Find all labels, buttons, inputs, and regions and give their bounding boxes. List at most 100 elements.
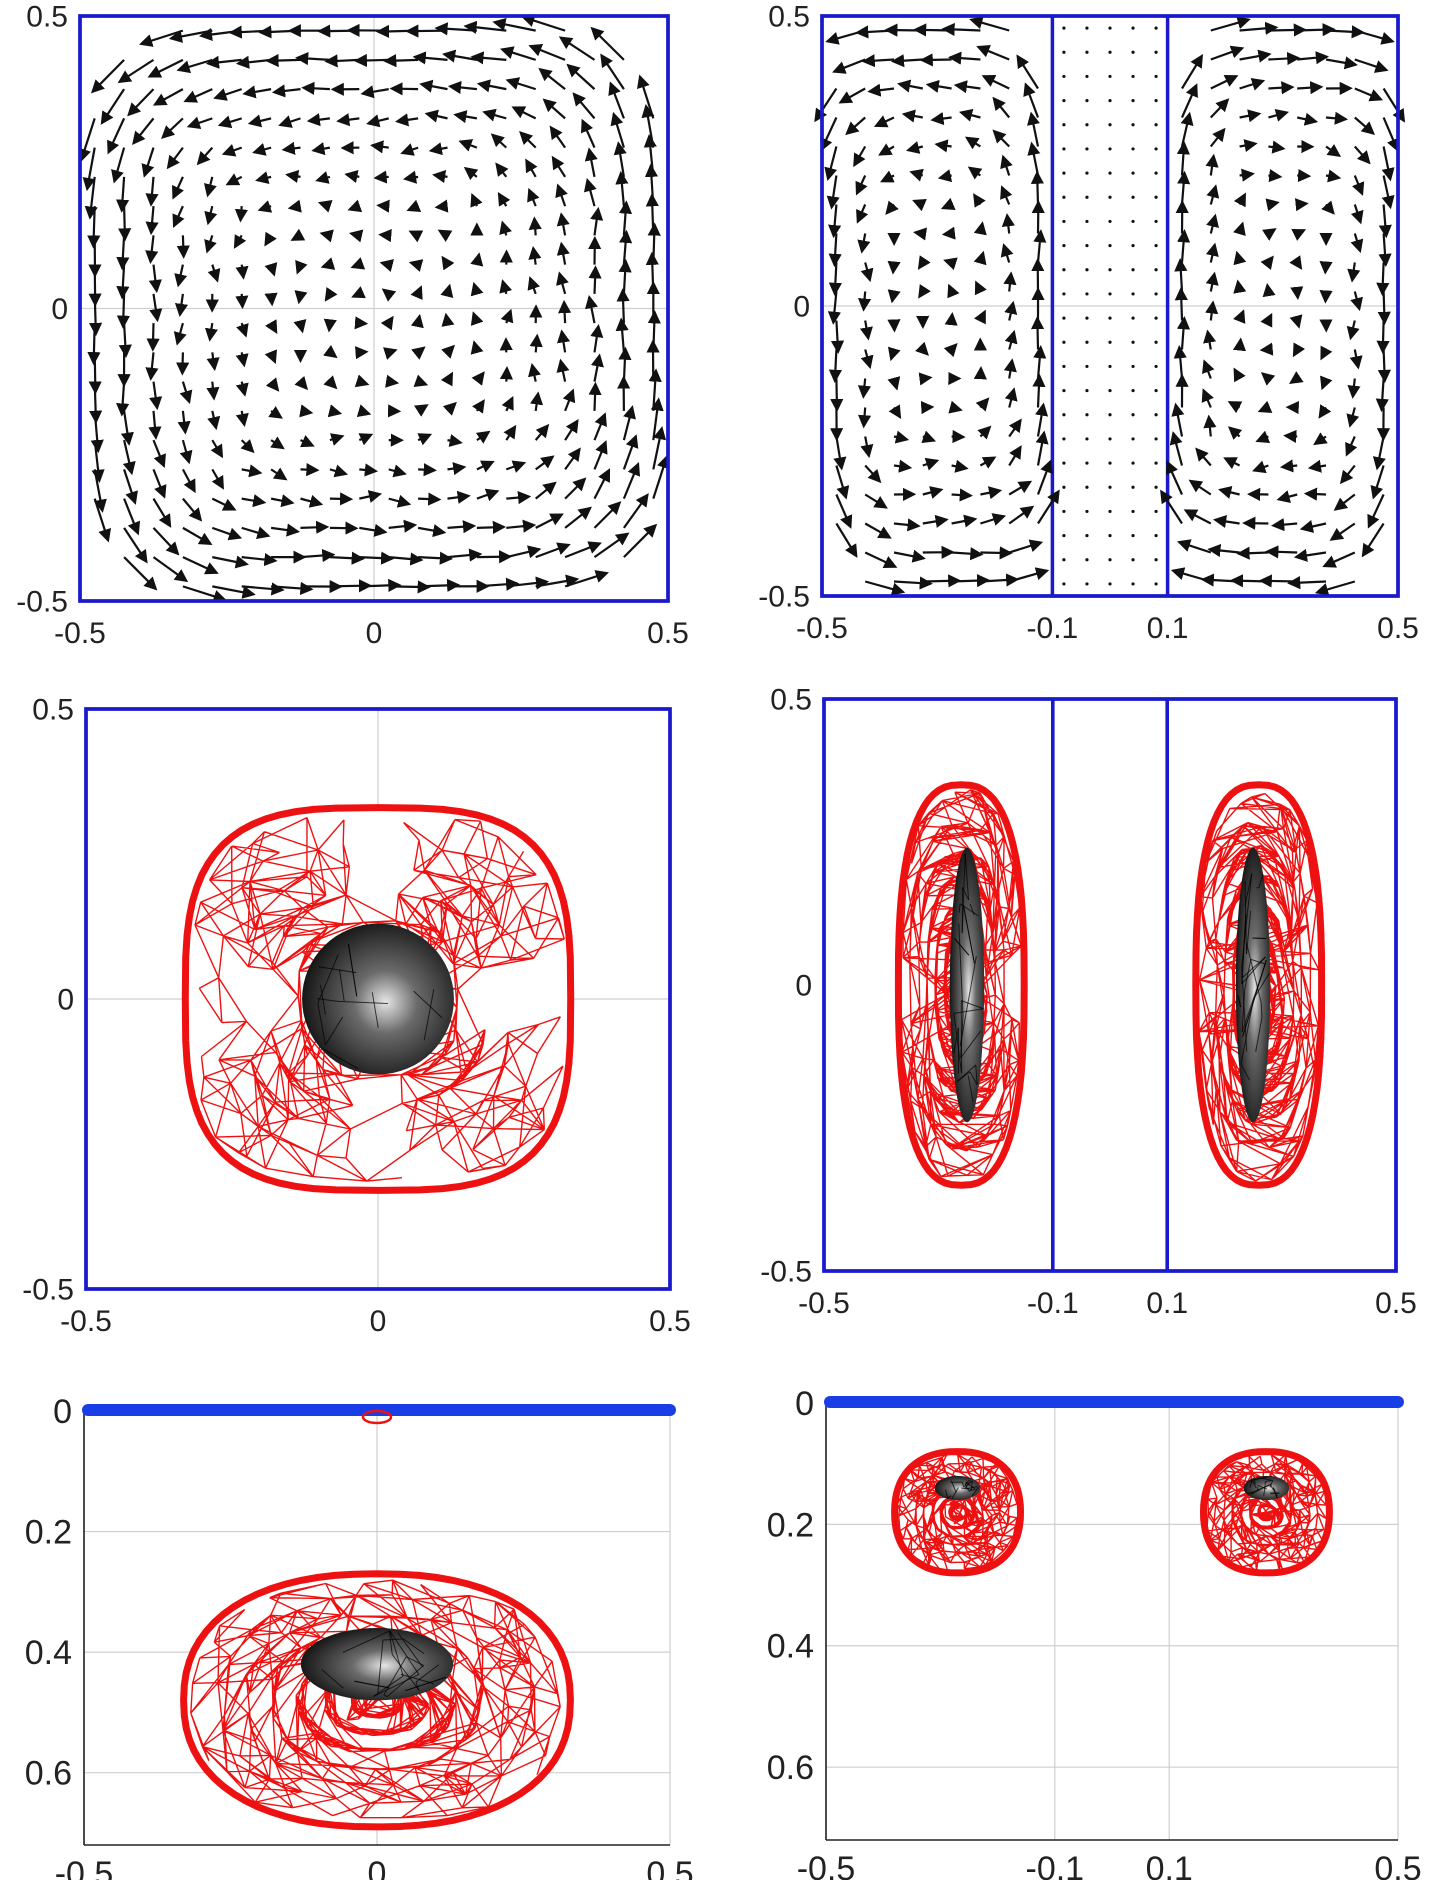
quiver-dot — [1108, 437, 1112, 441]
quiver-dot — [1131, 340, 1135, 344]
core-body — [302, 923, 454, 1075]
velocity-arrow — [1307, 459, 1327, 473]
velocity-arrow — [327, 404, 343, 418]
velocity-arrow — [864, 522, 892, 539]
velocity-arrow — [264, 349, 277, 365]
quiver-dot — [1154, 74, 1158, 79]
velocity-arrow — [271, 581, 314, 595]
x-tick-label: -0.5 — [797, 1850, 856, 1880]
velocity-arrow — [1004, 300, 1018, 321]
velocity-arrow — [145, 176, 159, 207]
velocity-arrow — [1268, 140, 1286, 154]
velocity-arrow — [270, 494, 295, 508]
velocity-arrow — [1233, 192, 1246, 208]
x-tick-label: -0.5 — [796, 612, 848, 645]
velocity-arrow — [381, 288, 397, 302]
velocity-arrow — [300, 463, 320, 477]
velocity-arrow — [1350, 233, 1364, 254]
velocity-arrow — [618, 258, 632, 294]
velocity-arrow — [590, 353, 604, 382]
outer-isosurface-mesh — [1199, 1448, 1333, 1577]
x-tick-label: 0.1 — [1147, 612, 1189, 645]
velocity-arrow — [828, 204, 842, 239]
core-wire — [959, 956, 977, 1047]
velocity-arrow — [418, 551, 454, 565]
panel-velocity-single: -0.5 0 0.5 0.5 0 -0.5 — [16, 1, 689, 651]
velocity-arrow — [370, 140, 389, 154]
quiver-dot — [1131, 485, 1135, 489]
velocity-arrow — [176, 58, 213, 74]
velocity-arrow — [864, 580, 906, 596]
velocity-arrow — [294, 51, 330, 66]
velocity-arrow — [182, 497, 203, 522]
x-tick-label: 0.5 — [1375, 1287, 1417, 1320]
velocity-arrow — [234, 206, 249, 223]
velocity-arrow — [1361, 522, 1385, 558]
core-wire — [965, 1485, 970, 1492]
velocity-arrow — [499, 366, 514, 382]
core-wire — [400, 1673, 434, 1685]
velocity-arrow — [1268, 81, 1295, 95]
velocity-arrow — [885, 200, 899, 215]
velocity-arrow — [323, 318, 337, 333]
quiver-dot — [1062, 195, 1066, 199]
y-tick-label: 0 — [795, 1385, 814, 1423]
velocity-arrow — [497, 192, 511, 207]
quiver-dot — [1085, 485, 1089, 489]
quiver-dot — [1085, 268, 1089, 272]
velocity-arrow — [1008, 539, 1044, 554]
velocity-arrow — [909, 168, 924, 182]
velocity-arrow — [580, 118, 596, 149]
quiver-dot — [1085, 98, 1089, 103]
velocity-arrow — [418, 492, 442, 506]
velocity-arrow — [897, 79, 924, 93]
velocity-arrow — [299, 404, 314, 418]
core-wire — [383, 1694, 388, 1698]
quiver-dot — [1108, 340, 1112, 344]
velocity-arrow — [600, 53, 625, 90]
velocity-arrow — [1205, 271, 1219, 292]
velocity-arrow — [441, 255, 455, 271]
velocity-arrow — [447, 548, 483, 562]
velocity-arrow — [974, 280, 987, 296]
velocity-arrow — [1174, 286, 1188, 321]
velocity-arrow — [213, 88, 243, 101]
velocity-arrow — [593, 468, 611, 500]
quiver-dot — [1131, 437, 1135, 441]
velocity-arrow — [107, 117, 126, 155]
velocity-arrow — [1349, 349, 1363, 370]
quiver-dot — [1154, 316, 1158, 320]
x-tick-label: 0.5 — [649, 1305, 691, 1338]
quiver-dot — [1154, 485, 1158, 489]
velocity-arrow — [183, 88, 213, 103]
quiver-dot — [1085, 509, 1089, 514]
velocity-arrow — [1203, 414, 1217, 437]
velocity-arrow — [1367, 494, 1385, 529]
velocity-arrow — [1174, 258, 1188, 292]
velocity-arrow — [564, 541, 602, 559]
velocity-arrow — [255, 171, 272, 185]
velocity-arrow — [235, 352, 249, 368]
velocity-arrow — [1259, 342, 1274, 356]
core-wire — [964, 853, 970, 900]
velocity-arrow — [241, 553, 278, 567]
velocity-arrow — [152, 439, 166, 468]
velocity-arrow — [100, 88, 126, 125]
quiver-dot — [1108, 292, 1112, 296]
velocity-arrow — [172, 205, 185, 228]
velocity-arrow — [1008, 567, 1050, 583]
quiver-dot — [1085, 123, 1089, 127]
y-tick-label: 0.2 — [25, 1513, 72, 1551]
velocity-arrow — [145, 206, 159, 236]
velocity-arrow — [123, 498, 141, 536]
velocity-arrow — [1314, 580, 1356, 596]
core-wire — [1246, 943, 1262, 1003]
core-wire — [1244, 959, 1252, 990]
velocity-arrow — [115, 176, 130, 213]
velocity-arrow — [447, 80, 478, 95]
core-wire — [1249, 1479, 1253, 1488]
quiver-dot — [1131, 316, 1135, 320]
velocity-arrow — [588, 265, 602, 294]
quiver-dot — [1154, 171, 1158, 175]
velocity-arrow — [360, 85, 389, 99]
